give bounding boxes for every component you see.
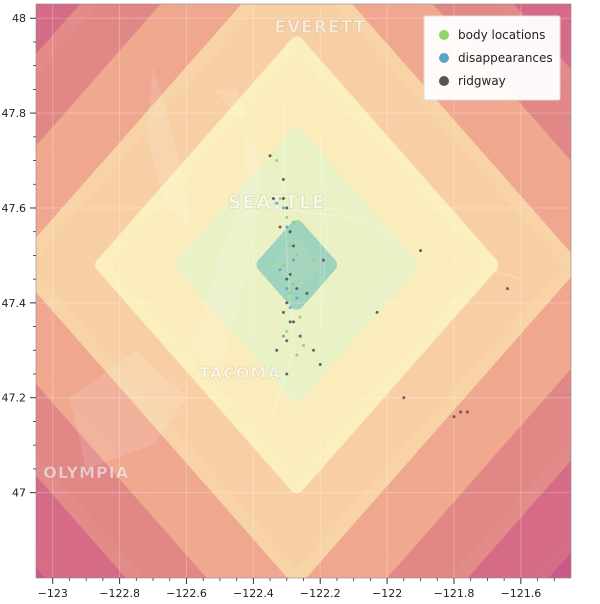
- x-tick-label-4: −122.2: [300, 587, 341, 600]
- road-1: [319, 136, 328, 327]
- legend-label-0: body locations: [458, 28, 545, 42]
- point-disappearances-4: [291, 258, 295, 262]
- x-tick-label-3: −122.4: [233, 587, 274, 600]
- point-body-locations-13: [275, 159, 279, 163]
- legend[interactable]: body locations disappearances ridgway: [423, 15, 561, 101]
- point-ridgway-12: [281, 310, 285, 314]
- x-tick-label-1: −122.8: [99, 587, 140, 600]
- water-body-0: [186, 89, 261, 375]
- point-ridgway-8: [285, 277, 289, 281]
- legend-box: [423, 15, 561, 101]
- point-body-locations-2: [291, 220, 295, 224]
- point-ridgway-6: [291, 244, 295, 248]
- point-ridgway-17: [275, 348, 279, 352]
- point-ridgway-29: [402, 396, 406, 400]
- point-body-locations-10: [285, 329, 289, 333]
- point-ridgway-24: [375, 310, 379, 314]
- point-disappearances-8: [288, 306, 292, 310]
- point-ridgway-23: [465, 410, 469, 414]
- x-tick-label-6: −121.8: [434, 587, 475, 600]
- point-ridgway-15: [298, 334, 302, 338]
- point-ridgway-25: [281, 178, 285, 182]
- x-tick-label-5: −122: [372, 587, 402, 600]
- point-body-locations-9: [298, 315, 302, 319]
- x-tick-label-0: −123: [38, 587, 68, 600]
- water-body-2: [146, 65, 194, 232]
- point-ridgway-22: [459, 410, 463, 414]
- point-ridgway-16: [285, 339, 289, 343]
- y-tick-label-3: 47.6: [2, 202, 27, 215]
- point-ridgway-18: [312, 348, 316, 352]
- point-body-locations-8: [288, 291, 292, 295]
- y-tick-label-1: 47.2: [2, 392, 27, 405]
- y-tick-label-5: 48: [12, 12, 26, 25]
- point-ridgway-26: [285, 372, 289, 376]
- series-body-locations: [275, 159, 316, 357]
- point-disappearances-0: [275, 201, 279, 205]
- y-tick-label-4: 47.8: [2, 107, 27, 120]
- point-body-locations-12: [302, 344, 305, 348]
- point-ridgway-19: [419, 249, 423, 253]
- water-body-1: [69, 350, 187, 469]
- point-ridgway-20: [505, 287, 509, 291]
- point-body-locations-5: [281, 263, 285, 267]
- point-body-locations-4: [295, 253, 299, 257]
- series-ridgway: [268, 154, 509, 419]
- legend-swatch-0: [439, 30, 449, 40]
- point-body-locations-11: [295, 353, 299, 357]
- point-ridgway-14: [291, 320, 295, 324]
- point-disappearances-5: [278, 268, 282, 272]
- point-ridgway-27: [322, 258, 326, 262]
- point-ridgway-1: [271, 196, 275, 200]
- point-body-locations-14: [312, 258, 316, 262]
- point-ridgway-11: [285, 301, 289, 305]
- point-body-locations-3: [288, 244, 292, 248]
- legend-label-1: disappearances: [458, 51, 553, 65]
- y-tick-label-2: 47.4: [2, 297, 27, 310]
- point-ridgway-5: [288, 230, 292, 234]
- axes: −123 −122.8 −122.6 −122.4 −122.2 −122 −121.8 −1…: [2, 12, 555, 600]
- point-ridgway-21: [452, 415, 456, 419]
- point-disappearances-1: [281, 206, 285, 210]
- point-body-locations-7: [291, 282, 295, 286]
- x-tick-label-2: −122.6: [166, 587, 207, 600]
- basemap-decoration: [69, 41, 522, 469]
- x-tick-label-7: −121.6: [500, 587, 541, 600]
- point-ridgway-10: [305, 291, 309, 295]
- grid-lines: [36, 4, 571, 578]
- point-disappearances-2: [285, 225, 289, 229]
- point-ridgway-9: [295, 287, 299, 291]
- point-ridgway-3: [285, 206, 289, 210]
- contour-band-0: [256, 220, 338, 310]
- point-body-locations-1: [285, 215, 289, 219]
- legend-swatch-2: [439, 76, 449, 86]
- legend-label-2: ridgway: [458, 74, 506, 88]
- city-label-olympia: OLYMPIA: [43, 463, 129, 482]
- point-disappearances-6: [285, 287, 289, 291]
- point-ridgway-13: [288, 320, 292, 324]
- road-2: [270, 207, 522, 280]
- y-tick-label-0: 47: [12, 487, 26, 500]
- city-label-everett: EVERETT: [274, 18, 366, 38]
- legend-swatch-1: [439, 53, 449, 63]
- point-ridgway-7: [288, 272, 292, 276]
- point-ridgway-4: [278, 225, 282, 229]
- city-label-tacoma: TACOMA: [199, 364, 281, 383]
- point-ridgway-0: [268, 154, 272, 158]
- point-ridgway-28: [318, 363, 322, 367]
- data-points: [268, 154, 509, 419]
- series-disappearances: [275, 201, 299, 338]
- point-ridgway-2: [281, 196, 285, 200]
- point-body-locations-0: [278, 196, 282, 200]
- point-disappearances-9: [281, 334, 285, 338]
- point-disappearances-7: [295, 296, 299, 300]
